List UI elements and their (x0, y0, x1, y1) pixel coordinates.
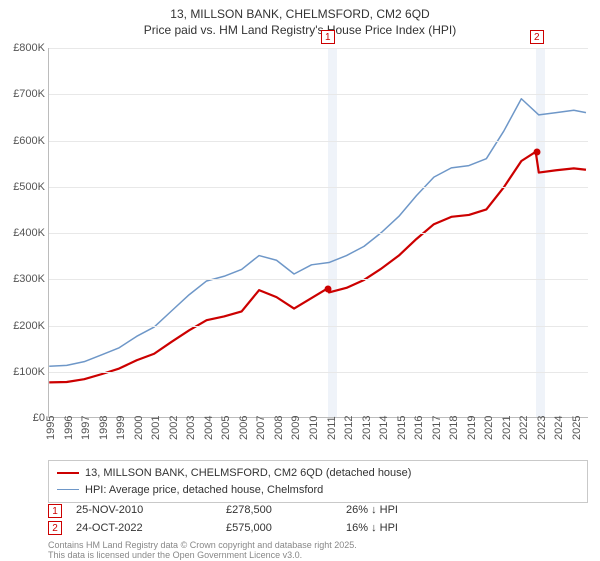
x-axis-label: 2010 (308, 420, 320, 440)
x-axis-label: 2003 (185, 420, 197, 440)
legend-box: 13, MILLSON BANK, CHELMSFORD, CM2 6QD (d… (48, 460, 588, 503)
y-axis-label: £400K (1, 227, 45, 239)
sale-marker-icon: 1 (48, 504, 62, 518)
x-axis-label: 2021 (501, 420, 513, 440)
x-axis-label: 2001 (150, 420, 162, 440)
x-axis-label: 2023 (536, 420, 548, 440)
sale-marker-flag: 2 (530, 30, 544, 44)
gridline (49, 372, 588, 373)
x-axis-label: 2002 (168, 420, 180, 440)
gridline (49, 233, 588, 234)
table-row: 1 25-NOV-2010 £278,500 26% ↓ HPI (48, 502, 588, 520)
x-axis-label: 2018 (448, 420, 460, 440)
gridline (49, 141, 588, 142)
x-axis-label: 2014 (378, 420, 390, 440)
x-axis-label: 2005 (220, 420, 232, 440)
legend-swatch (57, 472, 79, 474)
gridline (49, 94, 588, 95)
footer-line: Contains HM Land Registry data © Crown c… (48, 540, 357, 550)
y-axis-label: £0 (1, 412, 45, 424)
x-axis-label: 2011 (326, 420, 338, 440)
legend-label: 13, MILLSON BANK, CHELMSFORD, CM2 6QD (d… (85, 465, 411, 482)
x-axis-label: 2007 (255, 420, 267, 440)
x-axis-label: 2025 (571, 420, 583, 440)
y-axis-label: £200K (1, 320, 45, 332)
legend-item: HPI: Average price, detached house, Chel… (57, 482, 579, 499)
x-axis-label: 2004 (203, 420, 215, 440)
legend-item: 13, MILLSON BANK, CHELMSFORD, CM2 6QD (d… (57, 465, 579, 482)
sale-date: 25-NOV-2010 (76, 502, 226, 520)
x-axis-label: 2024 (553, 420, 565, 440)
x-axis-label: 2016 (413, 420, 425, 440)
title-line-2: Price paid vs. HM Land Registry's House … (144, 23, 456, 37)
x-axis-label: 2017 (431, 420, 443, 440)
legend-swatch (57, 489, 79, 490)
x-axis-label: 2020 (483, 420, 495, 440)
sale-marker-icon: 2 (48, 521, 62, 535)
x-axis-label: 1998 (98, 420, 110, 440)
x-axis-label: 2000 (133, 420, 145, 440)
x-axis-label: 1995 (45, 420, 57, 440)
gridline (49, 326, 588, 327)
y-axis-label: £800K (1, 42, 45, 54)
x-axis-label: 2019 (466, 420, 478, 440)
y-axis-label: £300K (1, 273, 45, 285)
x-axis-label: 1997 (80, 420, 92, 440)
plot-area: £0£100K£200K£300K£400K£500K£600K£700K£80… (48, 48, 588, 418)
x-axis-label: 2009 (290, 420, 302, 440)
y-axis-label: £700K (1, 88, 45, 100)
table-row: 2 24-OCT-2022 £575,000 16% ↓ HPI (48, 520, 588, 538)
y-axis-label: £100K (1, 366, 45, 378)
x-axis-label: 1996 (63, 420, 75, 440)
y-axis-label: £500K (1, 181, 45, 193)
footer-line: This data is licensed under the Open Gov… (48, 550, 302, 560)
gridline (49, 187, 588, 188)
legend-label: HPI: Average price, detached house, Chel… (85, 482, 323, 499)
title-line-1: 13, MILLSON BANK, CHELMSFORD, CM2 6QD (170, 7, 429, 21)
x-axis-label: 2008 (273, 420, 285, 440)
attribution-footer: Contains HM Land Registry data © Crown c… (48, 540, 588, 561)
x-axis-label: 1999 (115, 420, 127, 440)
sale-hpi-delta: 16% ↓ HPI (346, 520, 466, 538)
sale-point-dot (324, 286, 331, 293)
sale-point-dot (533, 149, 540, 156)
sale-price: £575,000 (226, 520, 346, 538)
y-axis-label: £600K (1, 135, 45, 147)
sale-hpi-delta: 26% ↓ HPI (346, 502, 466, 520)
sales-table: 1 25-NOV-2010 £278,500 26% ↓ HPI 2 24-OC… (48, 502, 588, 537)
chart-title: 13, MILLSON BANK, CHELMSFORD, CM2 6QD Pr… (0, 0, 600, 38)
x-axis-label: 2006 (238, 420, 250, 440)
x-axis-label: 2012 (343, 420, 355, 440)
gridline (49, 48, 588, 49)
x-axis-label: 2013 (361, 420, 373, 440)
x-axis-label: 2015 (396, 420, 408, 440)
sale-marker-flag: 1 (321, 30, 335, 44)
chart-container: 13, MILLSON BANK, CHELMSFORD, CM2 6QD Pr… (0, 0, 600, 560)
sale-date: 24-OCT-2022 (76, 520, 226, 538)
gridline (49, 279, 588, 280)
sale-price: £278,500 (226, 502, 346, 520)
x-axis-label: 2022 (518, 420, 530, 440)
